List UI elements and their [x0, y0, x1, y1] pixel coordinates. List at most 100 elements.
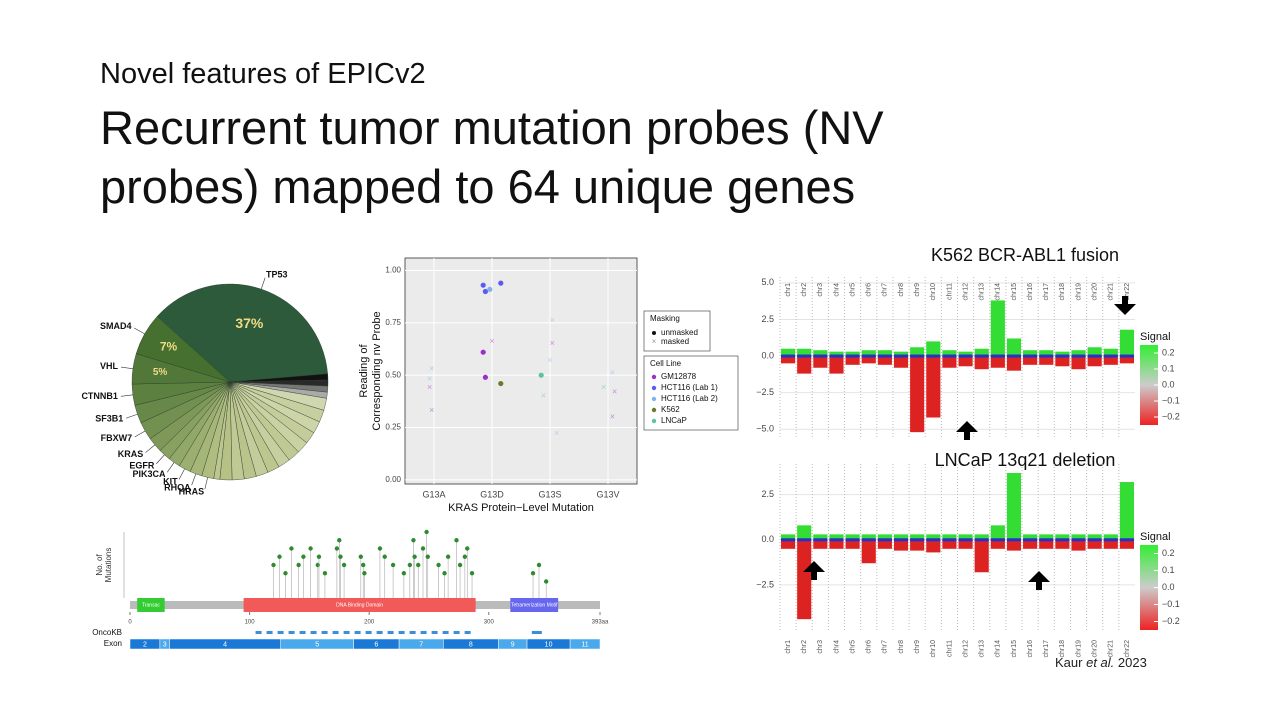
chr-label: chr19 [1075, 640, 1082, 658]
loss-bar [1055, 356, 1070, 367]
gain-bar [797, 348, 812, 357]
baseline-band [1006, 538, 1022, 542]
baseline-band [845, 354, 860, 358]
legend-label: K562 [661, 405, 680, 414]
loss-bar [1006, 539, 1022, 551]
lollipop-head [401, 571, 407, 576]
chr-label: chr5 [849, 640, 856, 654]
exon-label: 6 [374, 641, 378, 648]
loss-bar [974, 356, 989, 370]
chr-label: chr10 [930, 640, 937, 658]
baseline-band [942, 538, 957, 542]
legend-label: masked [661, 337, 689, 346]
loss-bar [1119, 356, 1134, 364]
colorbar-label: −0.2 [1162, 411, 1180, 421]
oncokb-mark [464, 631, 471, 634]
loss-bar [942, 356, 957, 368]
domain [243, 598, 476, 612]
gain-bar [1103, 534, 1118, 540]
loss-bar [990, 539, 1005, 549]
baseline-band [910, 354, 925, 358]
lollipop-head [337, 538, 342, 543]
lollipop-head [454, 538, 459, 543]
domain-label: DNA Binding Domain [336, 602, 383, 608]
masked-point: × [429, 405, 434, 415]
gain-bar [1087, 534, 1102, 540]
baseline-band [893, 538, 909, 542]
loss-bar [1006, 356, 1022, 371]
chr-label: chr11 [946, 640, 953, 657]
lollipop-head [425, 554, 430, 559]
exon-label: 10 [545, 641, 553, 648]
lollipop-head [457, 562, 463, 568]
leader-line [145, 444, 156, 453]
gain-bar [1039, 534, 1054, 540]
baseline-band [1119, 538, 1134, 542]
baseline-band [829, 354, 844, 358]
colorbar-label: 0.2 [1162, 548, 1175, 558]
oncokb-mark [531, 631, 542, 634]
lollipop-head [296, 562, 301, 568]
leader-line [166, 462, 175, 473]
gain-bar [893, 351, 909, 357]
loss-bar [893, 356, 909, 368]
lollipop-head [334, 546, 340, 551]
oncokb-mark [310, 631, 317, 634]
gain-bar [829, 351, 844, 357]
legend-symbol: × [652, 337, 657, 346]
y-axis-label: Corresponding nv Probe [371, 311, 383, 430]
leader-line [126, 413, 138, 419]
slice-label: EGFR [129, 460, 155, 470]
domain [137, 598, 165, 612]
chr-label: chr13 [979, 283, 986, 301]
baseline-band [958, 354, 973, 358]
lollipop-head [469, 571, 475, 576]
lollipop-head [271, 562, 276, 568]
leader-line [120, 394, 133, 397]
baseline-band [813, 354, 828, 358]
slice-label: FBXW7 [101, 433, 133, 443]
gain-bar [990, 525, 1005, 540]
loss-bar [1039, 539, 1054, 549]
loss-bar [1023, 356, 1038, 365]
lollipop-head [308, 546, 313, 551]
lollipop-head [361, 562, 366, 568]
point [498, 280, 504, 286]
gain-bar [974, 348, 989, 357]
oncokb-mark [420, 631, 427, 634]
y-tick-label: −5.0 [756, 424, 774, 434]
slice-label: CTNNB1 [81, 391, 118, 401]
gain-bar [861, 350, 876, 357]
loss-bar [1039, 356, 1054, 365]
loss-bar [910, 539, 925, 551]
lollipop-head [358, 554, 364, 559]
baseline-band [1071, 538, 1086, 542]
colorbar-label: −0.2 [1162, 616, 1180, 626]
loss-bar [829, 356, 844, 374]
lollipop-head [442, 571, 447, 576]
colorbar-title: Signal [1140, 531, 1171, 543]
oncokb-mark [255, 631, 262, 634]
lollipop-head [322, 571, 328, 576]
loss-bar [990, 356, 1005, 368]
baseline-band [813, 538, 828, 542]
loss-bar [1071, 539, 1086, 551]
plot-bg [404, 257, 638, 485]
oncokb-mark [387, 631, 394, 634]
baseline-band [781, 354, 796, 358]
citation-etal: et al. [1086, 655, 1115, 670]
slice-label: KRAS [118, 449, 144, 459]
loss-bar [781, 356, 796, 364]
legend-label: HCT116 (Lab 1) [661, 383, 718, 392]
chr-label: chr19 [1075, 283, 1082, 301]
legend-symbol [651, 374, 657, 380]
chr-label: chr6 [866, 283, 873, 297]
exon-label: 9 [511, 641, 515, 648]
legend-symbol [651, 407, 657, 413]
chr-label: chr2 [801, 283, 808, 297]
exon-label: 3 [163, 641, 167, 648]
baseline-band [1023, 538, 1038, 542]
y-tick-label: 1.00 [385, 266, 401, 275]
loss-bar [926, 539, 941, 553]
